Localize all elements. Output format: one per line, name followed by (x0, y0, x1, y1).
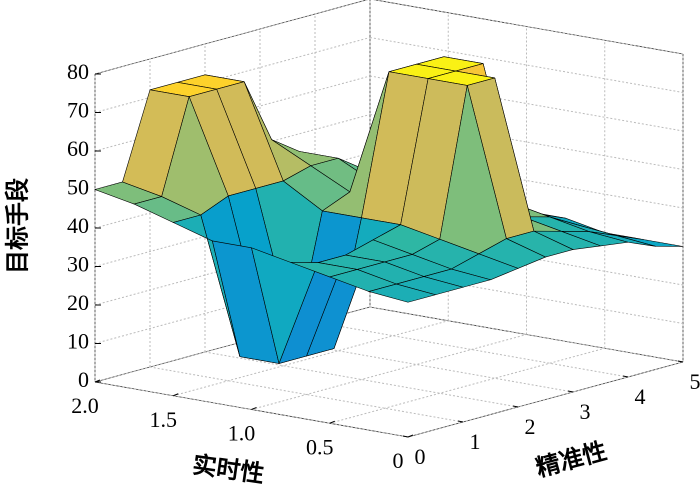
y-tick-label: 1 (470, 429, 481, 454)
grid-line (372, 0, 684, 55)
tick-mark (512, 405, 519, 408)
y-tick-label: 5 (690, 369, 700, 394)
tick-mark (173, 393, 179, 397)
grid-line (329, 347, 605, 424)
grid-line (369, 306, 684, 363)
grid-line (173, 320, 449, 397)
z-tick-label: 20 (67, 290, 89, 315)
surface-patch (367, 283, 437, 303)
grid-line (407, 361, 684, 438)
x-tick-label: 1.5 (150, 407, 178, 432)
grid-line (94, 37, 371, 113)
y-tick-label: 2 (525, 414, 536, 439)
tick-mark (457, 420, 464, 423)
tick-mark (622, 375, 629, 378)
y-axis-label: 精准性 (533, 438, 610, 483)
z-tick-label: 70 (67, 98, 89, 123)
axis-box (94, 0, 368, 75)
grid-line (204, 351, 519, 408)
grid-line (251, 334, 527, 410)
x-axis-label: 实时性 (191, 451, 266, 489)
y-tick-label: 3 (580, 399, 591, 424)
z-tick-label: 50 (67, 175, 89, 200)
grid-line (94, 75, 371, 152)
tick-mark (677, 360, 684, 363)
tick-mark (402, 435, 409, 438)
grid-line (314, 321, 629, 378)
x-tick-label: 1.0 (228, 421, 256, 446)
z-tick-label: 0 (78, 367, 89, 392)
grid-line (149, 366, 464, 423)
tick-mark (329, 420, 335, 424)
y-tick-label: 0 (415, 444, 426, 469)
grid-line (94, 114, 371, 190)
y-tick-label: 4 (635, 384, 646, 409)
grid-line (369, 37, 684, 93)
grid-line (94, 0, 369, 75)
x-tick-label: 2.0 (71, 393, 99, 418)
z-tick-label: 40 (67, 213, 89, 238)
tick-mark (94, 379, 101, 383)
tick-mark (567, 390, 574, 393)
z-tick-label: 10 (67, 329, 89, 354)
tick-mark (251, 407, 257, 410)
x-tick-label: 0 (393, 448, 404, 473)
z-axis-label: 目标手段 (4, 178, 32, 274)
z-tick-label: 80 (67, 59, 89, 84)
x-tick-label: 0.5 (306, 434, 334, 459)
z-tick-label: 30 (67, 252, 89, 277)
grid-line (94, 381, 409, 438)
z-tick-label: 60 (67, 136, 89, 161)
tick-mark (407, 434, 414, 438)
